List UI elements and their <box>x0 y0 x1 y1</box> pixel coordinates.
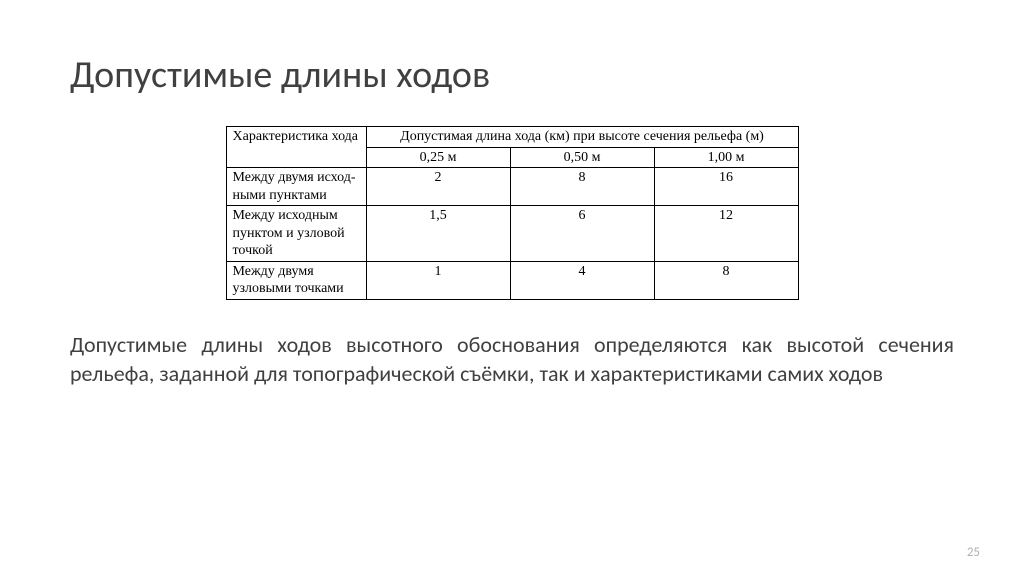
table-row: Между исходным пунктом и узловой точкой … <box>226 206 798 262</box>
row-val: 2 <box>366 168 510 206</box>
row-val: 12 <box>654 206 798 262</box>
row-val: 4 <box>510 261 654 299</box>
slide-title: Допустимые длины ходов <box>70 52 954 98</box>
row-val: 16 <box>654 168 798 206</box>
row-label: Между двумя исход­ными пунктами <box>226 168 366 206</box>
table-row: Между двумя исход­ными пунктами 2 8 16 <box>226 168 798 206</box>
page-number: 25 <box>967 545 980 560</box>
subheader-2: 1,00 м <box>654 147 798 168</box>
subheader-0: 0,25 м <box>366 147 510 168</box>
lengths-table: Характеристика хода Допустимая длина ход… <box>226 126 799 300</box>
row-val: 1 <box>366 261 510 299</box>
row-val: 1,5 <box>366 206 510 262</box>
header-span: Допустимая длина хода (км) при высоте се… <box>366 127 798 148</box>
row-label: Между двумя узловыми точками <box>226 261 366 299</box>
row-val: 8 <box>654 261 798 299</box>
table-row: Между двумя узловыми точками 1 4 8 <box>226 261 798 299</box>
subheader-1: 0,50 м <box>510 147 654 168</box>
body-paragraph: Допустимые длины ходов высотного обоснов… <box>70 330 954 388</box>
table-header-row-1: Характеристика хода Допустимая длина ход… <box>226 127 798 148</box>
table-container: Характеристика хода Допустимая длина ход… <box>70 126 954 300</box>
row-val: 8 <box>510 168 654 206</box>
slide: Допустимые длины ходов Характеристика хо… <box>0 0 1024 574</box>
row-val: 6 <box>510 206 654 262</box>
row-label: Между исходным пунктом и узловой точкой <box>226 206 366 262</box>
header-rowlabel: Характеристика хода <box>226 127 366 168</box>
